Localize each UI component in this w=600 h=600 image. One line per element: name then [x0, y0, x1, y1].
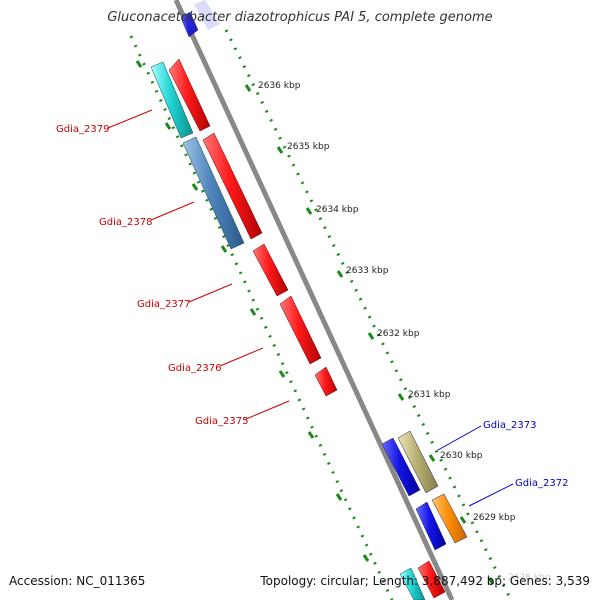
tick-mark	[428, 454, 436, 462]
accession-text: Accession: NC_011365	[9, 574, 146, 588]
gene-arrow[interactable]	[168, 58, 211, 132]
leader-line	[150, 201, 195, 221]
inner-dash	[249, 308, 257, 316]
inner-dash	[164, 122, 172, 130]
leader-line	[245, 400, 290, 420]
outer-ring-ticks	[244, 84, 495, 585]
gene-label[interactable]: Gdia_2372	[515, 478, 568, 489]
leader-line	[188, 283, 233, 303]
gene-arrow[interactable]	[150, 61, 194, 139]
inner-dash	[335, 493, 343, 501]
tick-mark	[305, 207, 313, 215]
tick-label: 2635 kbp	[287, 142, 330, 152]
inner-dash	[307, 431, 315, 439]
inner-dotted-track	[129, 35, 394, 600]
tick-mark	[244, 84, 252, 92]
gene-label[interactable]: Gdia_2376	[168, 363, 221, 374]
gene-arrow[interactable]	[431, 493, 468, 544]
inner-track-genes	[150, 61, 426, 600]
leader-line	[437, 425, 482, 451]
inner-ring-dashes	[135, 60, 370, 562]
tick-mark	[276, 146, 284, 154]
tick-label: 2631 kbp	[408, 390, 451, 400]
tick-mark	[459, 516, 467, 524]
inner-dash	[220, 245, 228, 253]
outer-dotted-track	[224, 29, 513, 600]
tick-label: 2636 kbp	[258, 81, 301, 91]
leader-line	[107, 109, 153, 129]
genome-stats-text: Topology: circular; Length: 3,887,492 bp…	[260, 574, 590, 588]
gene-arrow[interactable]	[399, 567, 426, 600]
reverse-strand-genes	[168, 58, 446, 599]
leader-line	[468, 483, 514, 507]
genome-backbone	[173, 0, 455, 600]
gene-arrow[interactable]	[202, 132, 263, 240]
inner-dash	[278, 370, 286, 378]
gene-arrow[interactable]	[314, 366, 338, 397]
gene-label[interactable]: Gdia_2379	[56, 124, 109, 135]
forward-strand-genes	[180, 11, 468, 551]
tick-label: 2633 kbp	[346, 266, 389, 276]
gene-label[interactable]: Gdia_2375	[195, 416, 248, 427]
tick-mark	[397, 393, 405, 401]
gene-arrow[interactable]	[415, 501, 447, 551]
gene-arrow-faded	[194, 0, 220, 30]
gene-label[interactable]: Gdia_2378	[99, 217, 152, 228]
tick-mark	[336, 270, 344, 278]
gene-arrow[interactable]	[381, 437, 421, 497]
tick-label: 2629 kbp	[473, 513, 516, 523]
gene-arrow[interactable]	[417, 560, 446, 599]
gene-arrow[interactable]	[252, 243, 289, 297]
page-title: Gluconacetobacter diazotrophicus PAI 5, …	[107, 10, 493, 25]
leader-line	[219, 347, 264, 367]
gene-arrow[interactable]	[397, 430, 439, 494]
tick-label: 2632 kbp	[377, 329, 420, 339]
inner-dash	[191, 183, 199, 191]
gene-label[interactable]: Gdia_2373	[483, 420, 536, 431]
gene-arrow[interactable]	[180, 11, 199, 38]
gene-arrow[interactable]	[279, 295, 322, 365]
tick-label: 2630 kbp	[440, 451, 483, 461]
tick-label: 2634 kbp	[316, 205, 359, 215]
inner-dash	[135, 60, 143, 68]
inner-dash	[362, 554, 370, 562]
tick-mark	[367, 332, 375, 340]
tick-label: 2628 kbp	[508, 573, 551, 583]
gene-arrow[interactable]	[182, 136, 245, 250]
tick-mark	[487, 577, 495, 585]
leader-lines	[107, 109, 514, 507]
gene-label[interactable]: Gdia_2377	[137, 299, 190, 310]
